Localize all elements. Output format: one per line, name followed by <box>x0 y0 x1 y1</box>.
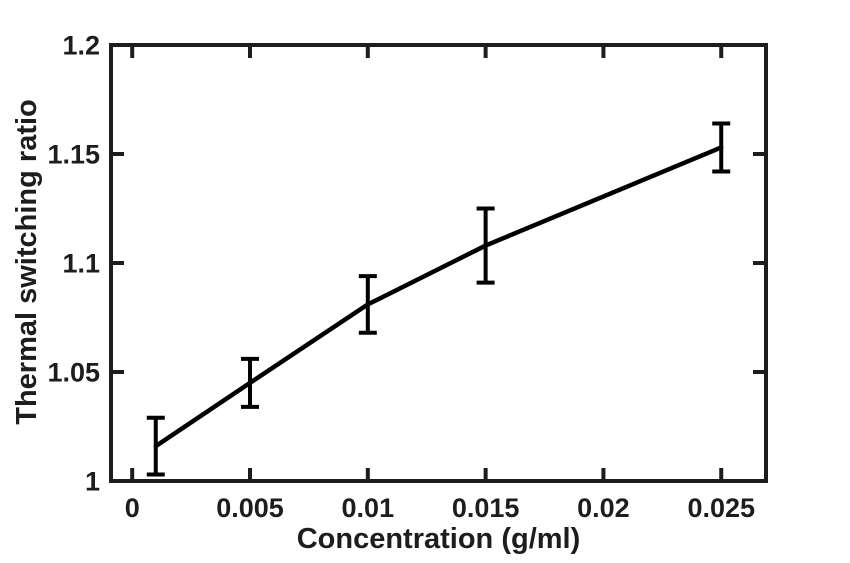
x-tick-label: 0.01 <box>342 493 395 523</box>
plot-border <box>109 43 768 483</box>
y-tick-label: 1.1 <box>62 249 100 279</box>
x-tick-label: 0.025 <box>687 493 755 523</box>
y-tick-label: 1.2 <box>62 31 100 61</box>
y-tick-label: 1.15 <box>47 140 100 170</box>
x-tick-label: 0.005 <box>216 493 284 523</box>
data-line <box>153 145 724 449</box>
x-tick-label: 0 <box>125 493 140 523</box>
y-tick-label: 1 <box>85 467 100 497</box>
x-tick-label: 0.02 <box>577 493 630 523</box>
y-tick-label: 1.05 <box>47 358 100 388</box>
x-axis-label: Concentration (g/ml) <box>296 523 581 555</box>
y-axis-label: Thermal switching ratio <box>11 99 44 425</box>
x-tick-label: 0.015 <box>452 493 520 523</box>
